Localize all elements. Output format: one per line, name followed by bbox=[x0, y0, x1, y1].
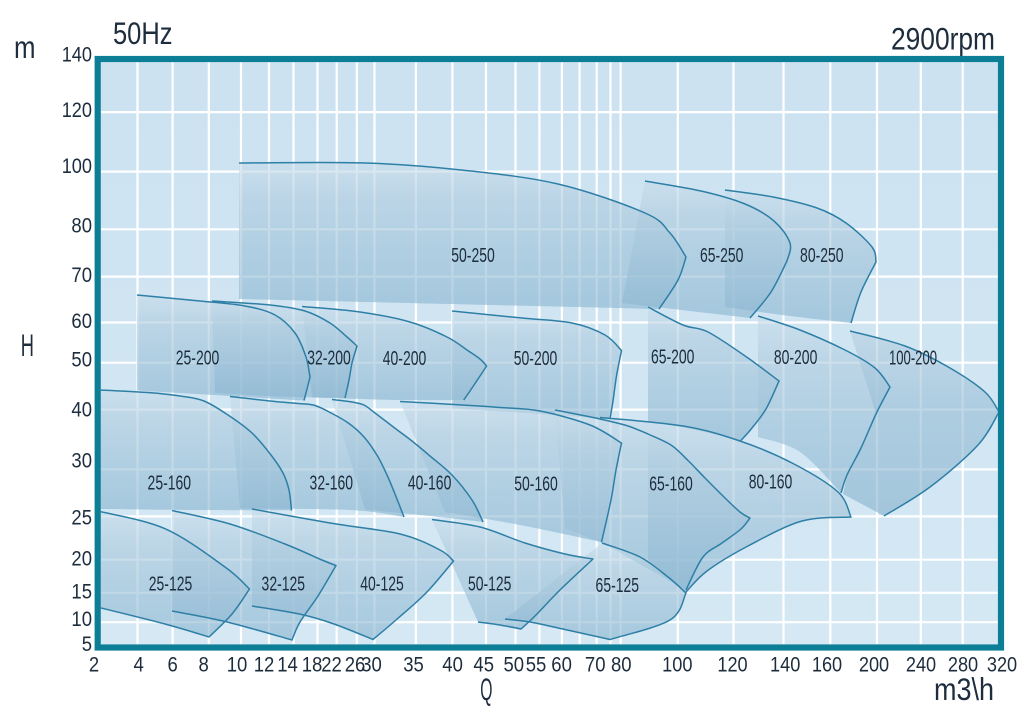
svg-text:65-250: 65-250 bbox=[700, 244, 744, 267]
svg-text:Q: Q bbox=[480, 671, 492, 707]
svg-text:80-250: 80-250 bbox=[800, 244, 844, 267]
svg-text:4: 4 bbox=[134, 653, 144, 677]
svg-text:140: 140 bbox=[62, 43, 92, 67]
svg-text:26: 26 bbox=[345, 653, 366, 677]
svg-text:m3\h: m3\h bbox=[934, 671, 994, 707]
svg-text:280: 280 bbox=[948, 653, 978, 677]
svg-text:50-125: 50-125 bbox=[468, 573, 512, 596]
svg-text:25: 25 bbox=[71, 505, 92, 529]
svg-text:25-125: 25-125 bbox=[149, 572, 193, 595]
svg-text:6: 6 bbox=[168, 653, 178, 677]
svg-text:30: 30 bbox=[361, 653, 382, 677]
svg-text:160: 160 bbox=[812, 653, 842, 677]
svg-text:240: 240 bbox=[906, 653, 936, 677]
svg-text:32-200: 32-200 bbox=[307, 346, 351, 369]
svg-text:14: 14 bbox=[277, 653, 298, 677]
svg-text:120: 120 bbox=[62, 98, 92, 122]
svg-text:8: 8 bbox=[199, 653, 209, 677]
svg-text:40-160: 40-160 bbox=[408, 471, 452, 494]
svg-text:30: 30 bbox=[71, 449, 92, 473]
svg-text:25-200: 25-200 bbox=[176, 346, 220, 369]
svg-text:H: H bbox=[21, 327, 34, 363]
svg-text:60: 60 bbox=[71, 309, 92, 333]
svg-text:22: 22 bbox=[321, 653, 342, 677]
svg-text:5: 5 bbox=[82, 632, 92, 656]
svg-text:120: 120 bbox=[717, 653, 747, 677]
svg-text:50-200: 50-200 bbox=[514, 347, 558, 370]
svg-text:80: 80 bbox=[611, 653, 632, 677]
svg-text:32-125: 32-125 bbox=[262, 573, 306, 596]
svg-text:100-200: 100-200 bbox=[889, 347, 937, 370]
svg-text:50: 50 bbox=[504, 653, 525, 677]
svg-text:65-200: 65-200 bbox=[651, 345, 695, 368]
svg-text:40-125: 40-125 bbox=[360, 573, 404, 596]
svg-text:25-160: 25-160 bbox=[148, 471, 192, 494]
svg-text:65-125: 65-125 bbox=[596, 574, 640, 597]
svg-text:50-160: 50-160 bbox=[514, 473, 558, 496]
svg-text:140: 140 bbox=[770, 653, 800, 677]
svg-text:80: 80 bbox=[71, 214, 92, 238]
svg-text:32-160: 32-160 bbox=[310, 471, 354, 494]
svg-text:80-160: 80-160 bbox=[749, 471, 793, 494]
svg-text:320: 320 bbox=[987, 653, 1017, 677]
svg-text:2: 2 bbox=[89, 653, 99, 677]
svg-text:m: m bbox=[14, 29, 36, 65]
svg-text:60: 60 bbox=[551, 653, 572, 677]
svg-text:100: 100 bbox=[662, 653, 692, 677]
svg-text:40: 40 bbox=[442, 653, 463, 677]
svg-text:15: 15 bbox=[71, 580, 92, 604]
svg-text:40-200: 40-200 bbox=[383, 347, 427, 370]
svg-text:10: 10 bbox=[227, 653, 248, 677]
svg-text:18: 18 bbox=[302, 653, 323, 677]
svg-text:45: 45 bbox=[473, 653, 494, 677]
svg-text:50: 50 bbox=[71, 348, 92, 372]
svg-text:50-250: 50-250 bbox=[451, 244, 495, 267]
svg-text:35: 35 bbox=[403, 653, 424, 677]
svg-text:65-160: 65-160 bbox=[649, 472, 693, 495]
svg-text:70: 70 bbox=[585, 653, 606, 677]
svg-text:80-200: 80-200 bbox=[774, 346, 818, 369]
svg-text:200: 200 bbox=[859, 653, 889, 677]
svg-text:50Hz: 50Hz bbox=[113, 15, 173, 51]
svg-text:70: 70 bbox=[71, 263, 92, 287]
svg-text:20: 20 bbox=[71, 547, 92, 571]
svg-text:2900rpm: 2900rpm bbox=[891, 21, 995, 57]
svg-text:40: 40 bbox=[71, 398, 92, 422]
svg-text:10: 10 bbox=[71, 607, 92, 631]
svg-text:55: 55 bbox=[526, 653, 547, 677]
svg-text:12: 12 bbox=[254, 653, 275, 677]
svg-text:100: 100 bbox=[62, 154, 92, 178]
